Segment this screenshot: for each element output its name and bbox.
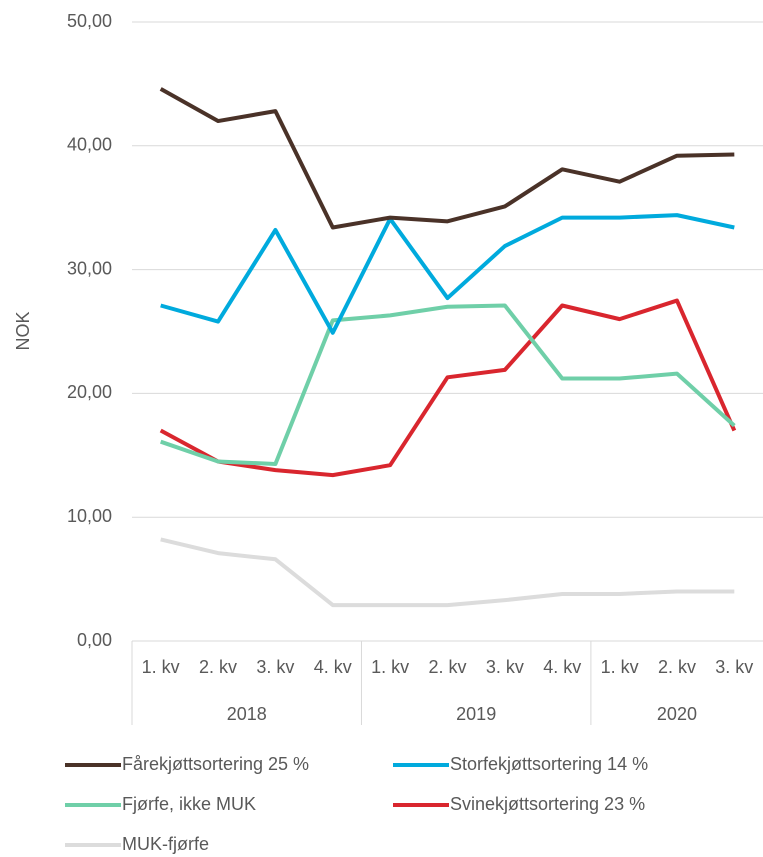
y-tick-label: 30,00 (67, 258, 112, 278)
x-tick-label: 4. kv (543, 657, 581, 677)
legend-label: Storfekjøttsortering 14 % (450, 754, 648, 774)
legend-label: Fårekjøttsortering 25 % (122, 754, 309, 774)
y-axis-label: NOK (13, 311, 33, 350)
legend-label: MUK-fjørfe (122, 834, 209, 854)
x-tick-label: 2. kv (658, 657, 696, 677)
y-tick-label: 10,00 (67, 506, 112, 526)
y-tick-label: 40,00 (67, 135, 112, 155)
x-tick-label: 3. kv (715, 657, 753, 677)
x-tick-label: 2. kv (428, 657, 466, 677)
series-line (160, 303, 736, 466)
x-tick-label: 3. kv (486, 657, 524, 677)
series-line (160, 213, 735, 335)
group-label: 2018 (227, 704, 267, 724)
x-tick-label: 1. kv (601, 657, 639, 677)
legend-label: Fjørfe, ikke MUK (122, 794, 256, 814)
x-tick-label: 4. kv (314, 657, 352, 677)
series-line (159, 298, 737, 478)
x-tick-label: 1. kv (142, 657, 180, 677)
series-line (159, 87, 735, 230)
y-tick-label: 20,00 (67, 382, 112, 402)
y-tick-label: 50,00 (67, 11, 112, 31)
group-label: 2019 (456, 704, 496, 724)
x-tick-label: 1. kv (371, 657, 409, 677)
x-tick-label: 2. kv (199, 657, 237, 677)
group-label: 2020 (657, 704, 697, 724)
legend-label: Svinekjøttsortering 23 % (450, 794, 645, 814)
x-tick-label: 3. kv (256, 657, 294, 677)
y-tick-label: 0,00 (77, 630, 112, 650)
series-line (160, 537, 735, 608)
